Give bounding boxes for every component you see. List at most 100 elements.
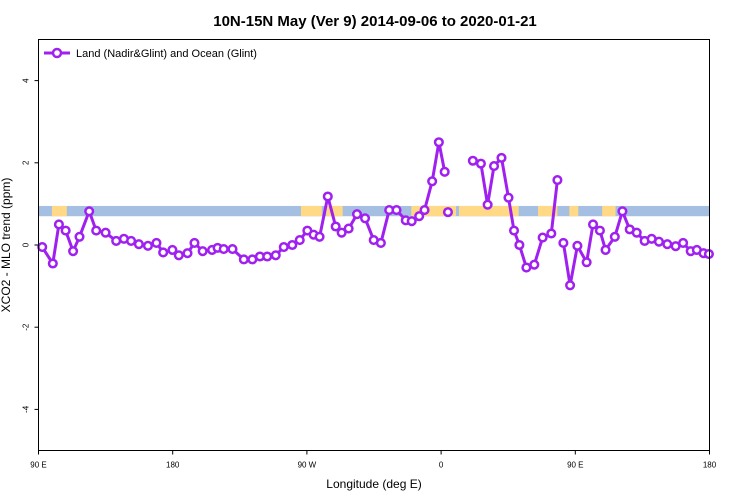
x-tick-label: 90 E: [567, 461, 583, 470]
coverage-band-highlight: [538, 205, 558, 217]
data-point: [278, 242, 289, 253]
data-point: [433, 137, 444, 148]
data-point: [375, 237, 386, 248]
series-markers: [37, 137, 714, 291]
data-point: [126, 235, 137, 246]
data-point: [53, 219, 64, 230]
data-point: [419, 205, 430, 216]
data-point: [322, 191, 333, 202]
data-point: [151, 237, 162, 248]
data-point: [60, 225, 71, 236]
data-point: [406, 216, 417, 227]
data-point: [631, 227, 642, 238]
x-tick-label: 90 W: [298, 461, 317, 470]
y-tick-label: -4: [22, 405, 31, 413]
data-point: [167, 244, 178, 255]
x-tick-label: 180: [703, 461, 717, 470]
data-point: [158, 247, 169, 258]
data-point: [37, 242, 48, 253]
data-point: [552, 175, 563, 186]
x-tick-label: 0: [439, 461, 444, 470]
data-point: [653, 236, 665, 247]
data-point: [521, 262, 532, 273]
legend-marker-swatch: [51, 47, 63, 59]
data-point: [351, 209, 363, 220]
data-point: [442, 207, 454, 218]
coverage-band-highlight: [300, 205, 322, 217]
data-point: [678, 237, 689, 248]
x-tick-label: 180: [166, 461, 180, 470]
y-tick-label: 4: [22, 78, 31, 83]
data-point: [496, 152, 507, 163]
coverage-band-highlight: [411, 205, 457, 217]
y-axis-label: XCO2 - MLO trend (ppm): [0, 178, 13, 313]
data-point: [482, 199, 493, 210]
data-point: [133, 239, 144, 250]
data-point: [47, 258, 58, 269]
data-point: [74, 231, 85, 242]
data-point: [508, 225, 520, 236]
data-point: [197, 246, 208, 257]
y-tick-label: 2: [22, 160, 31, 165]
data-point: [514, 239, 525, 251]
data-point: [111, 235, 122, 246]
data-point: [558, 237, 569, 248]
x-tick-label: 90 E: [30, 461, 46, 470]
coverage-band-highlight: [458, 205, 519, 217]
data-point: [91, 225, 102, 236]
legend: Land (Nadir&Glint) and Ocean (Glint): [44, 47, 257, 60]
data-point: [238, 254, 249, 265]
legend-entry-label: Land (Nadir&Glint) and Ocean (Glint): [76, 48, 257, 60]
data-point: [360, 213, 371, 224]
data-point: [600, 244, 611, 255]
data-point: [594, 225, 605, 236]
data-point: [100, 227, 111, 238]
coverage-band-highlight: [51, 205, 67, 217]
data-point: [218, 244, 229, 255]
y-axis: -4 -2 0 2 4: [22, 78, 39, 413]
chart-title: 10N-15N May (Ver 9) 2014-09-06 to 2020-0…: [213, 13, 537, 30]
y-tick-label: -2: [22, 323, 31, 331]
data-point: [427, 176, 438, 187]
data-point: [142, 240, 153, 251]
data-point: [581, 257, 592, 268]
data-point: [572, 240, 583, 251]
data-point: [703, 248, 714, 260]
coverage-band-highlight: [326, 205, 343, 217]
coverage-band: [38, 205, 710, 217]
data-point: [587, 219, 599, 230]
data-point: [84, 206, 95, 217]
data-point: [503, 192, 514, 203]
data-point: [287, 239, 298, 251]
data-point: [662, 239, 673, 250]
data-point: [467, 155, 478, 166]
data-point: [609, 231, 620, 242]
data-point: [189, 237, 200, 248]
x-axis-label: Longitude (deg E): [326, 477, 421, 491]
data-point: [182, 248, 193, 259]
data-point: [68, 246, 79, 257]
data-point: [565, 280, 576, 291]
data-point: [343, 223, 354, 234]
data-point: [475, 158, 486, 169]
data-point: [330, 221, 341, 232]
data-point: [414, 211, 425, 222]
y-tick-label: 0: [22, 242, 31, 247]
data-point: [227, 244, 238, 255]
data-point: [391, 205, 402, 216]
coverage-band-highlight: [602, 205, 616, 217]
data-point: [262, 251, 273, 262]
data-point: [270, 250, 281, 261]
data-point: [537, 232, 548, 243]
coverage-band-highlight: [569, 205, 579, 217]
data-point: [336, 227, 347, 238]
data-point: [546, 228, 557, 239]
data-coverage-band: [38, 205, 710, 217]
data-point: [173, 250, 184, 261]
data-point: [439, 166, 450, 177]
data-point: [617, 206, 628, 217]
data-point: [294, 235, 305, 246]
data-point: [314, 231, 325, 242]
data-point: [488, 161, 500, 172]
series-line: [423, 140, 447, 211]
